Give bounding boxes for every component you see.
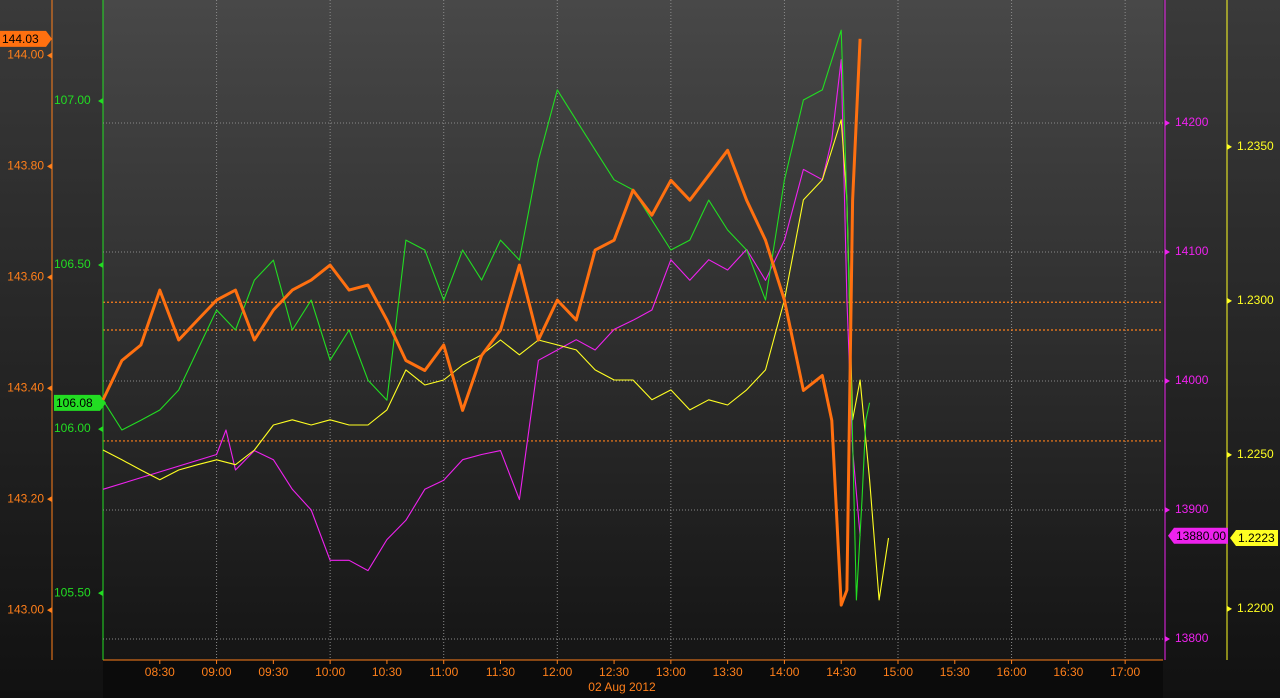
x-tick-label: 16:00 [997,665,1027,679]
y-tick-label: 1.2300 [1237,293,1274,307]
x-tick-label: 14:00 [769,665,799,679]
y-tick [98,98,103,105]
x-tick-label: 13:30 [713,665,743,679]
last-value-tag [1168,527,1228,544]
y-tick [47,52,52,59]
x-tick-label: 15:30 [940,665,970,679]
y-tick-label: 143.00 [7,602,44,616]
x-tick-label: 14:30 [826,665,856,679]
x-tick-label: 13:00 [656,665,686,679]
x-tick-label: 12:30 [599,665,629,679]
x-tick-label: 11:00 [429,665,458,679]
x-tick-label: 09:30 [258,665,288,679]
y-tick [47,496,52,503]
series-line [102,29,871,601]
y-tick-label: 143.80 [7,159,44,173]
last-value-label: 144.03 [2,32,39,46]
y-tick-label: 14200 [1175,115,1209,129]
last-value-label: 13880.00 [1176,529,1226,543]
y-tick-label: 106.00 [54,421,91,435]
y-tick [1227,143,1232,150]
x-tick-label: 10:30 [372,665,402,679]
y-tick [1165,635,1170,642]
y-tick-label: 106.50 [54,257,91,271]
last-value-label: 1.2223 [1238,531,1275,545]
y-tick-label: 1.2350 [1237,139,1274,153]
series-line [101,38,862,607]
y-tick-label: 105.50 [54,585,91,599]
y-tick [98,426,103,433]
last-value-tag [54,394,106,411]
x-tick-label: 09:00 [202,665,232,679]
x-axis-band [103,660,1163,698]
y-tick [1227,605,1232,612]
x-tick-label: 15:00 [883,665,913,679]
y-tick [1227,451,1232,458]
y-tick-label: 143.20 [7,491,44,505]
y-tick-label: 1.2250 [1237,447,1274,461]
x-axis-label: 02 Aug 2012 [588,680,656,694]
y-tick [47,607,52,614]
y-tick [98,590,103,597]
y-tick [1165,248,1170,255]
x-tick-label: 11:30 [486,665,515,679]
y-tick [47,385,52,392]
y-tick-label: 14000 [1175,373,1209,387]
y-tick-label: 13900 [1175,502,1209,516]
y-tick-label: 14100 [1175,244,1209,258]
x-tick-label: 10:00 [315,665,345,679]
y-tick [47,274,52,281]
y-tick [1165,377,1170,384]
last-value-tag [0,30,52,47]
y-tick-label: 1.2200 [1237,601,1274,615]
last-value-tag [1230,530,1278,547]
y-tick-label: 107.00 [54,93,91,107]
y-tick-label: 13800 [1175,631,1209,645]
y-tick [98,262,103,269]
y-tick [1165,119,1170,126]
y-tick [1227,297,1232,304]
y-tick-label: 143.40 [7,380,44,394]
series-line [102,59,861,572]
y-tick-label: 144.00 [7,48,44,62]
y-tick [1165,506,1170,513]
y-tick [47,163,52,170]
x-tick-label: 12:00 [542,665,572,679]
last-value-label: 106.08 [56,396,93,410]
y-tick-label: 143.60 [7,269,44,283]
x-tick-label: 16:30 [1053,665,1083,679]
x-tick-label: 08:30 [145,665,175,679]
x-tick-label: 17:00 [1110,665,1140,679]
